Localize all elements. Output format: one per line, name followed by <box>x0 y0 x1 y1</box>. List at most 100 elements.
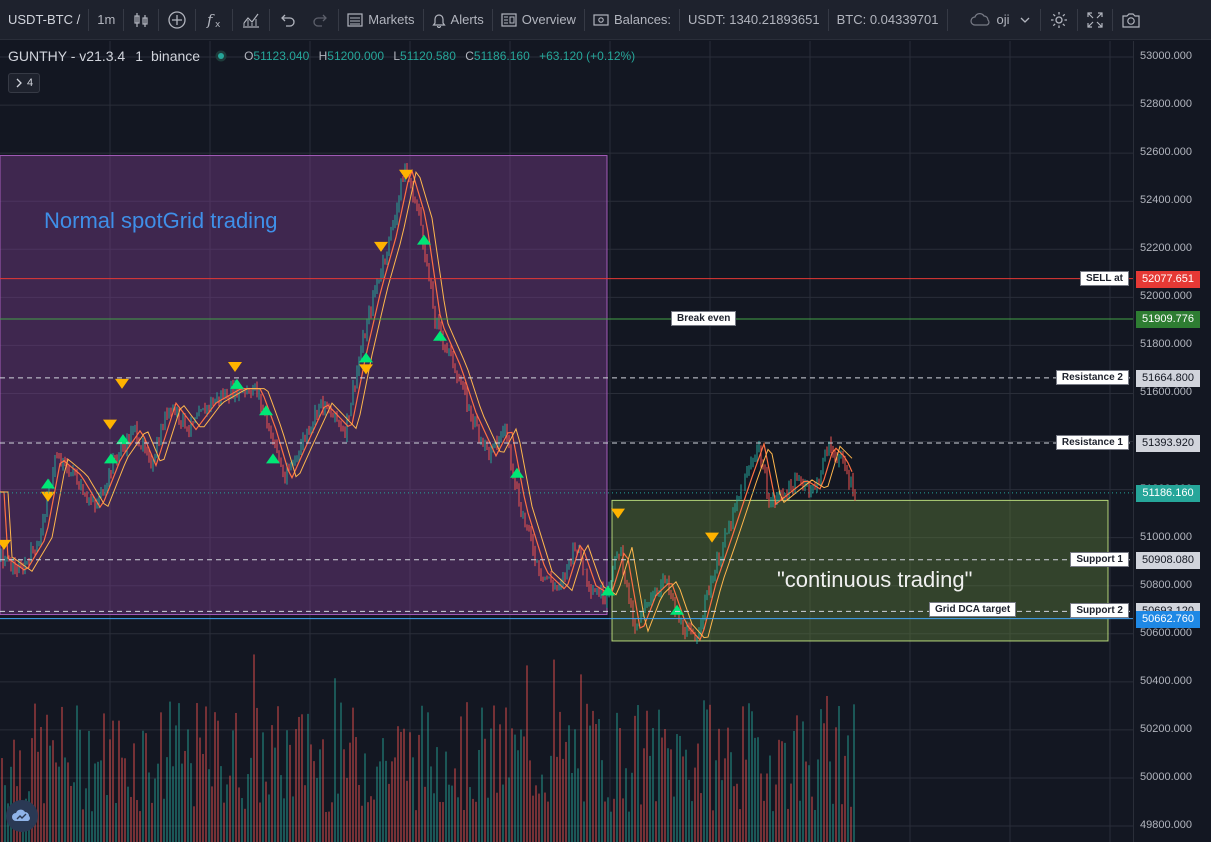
grid-dca-price-badge: 50662.760 <box>1136 610 1200 628</box>
volume-bar <box>127 786 129 842</box>
resistance-1-price-badge: 51393.920 <box>1136 434 1200 452</box>
price-chart[interactable] <box>0 41 1133 842</box>
sell-marker <box>228 362 242 373</box>
volume-bar <box>214 712 216 842</box>
volume-bar <box>745 759 747 842</box>
indicators-collapse-button[interactable]: 4 <box>8 73 41 93</box>
volume-bar <box>109 739 111 842</box>
volume-bar <box>190 763 192 842</box>
redo-icon <box>313 14 328 27</box>
compare-button[interactable] <box>159 0 195 40</box>
volume-bar <box>778 739 780 842</box>
volume-bar <box>682 756 684 842</box>
chevron-down-icon <box>1020 17 1029 23</box>
price-tick-label: 51600.000 <box>1140 386 1192 399</box>
buy-marker <box>359 352 373 363</box>
volume-bar <box>445 751 447 842</box>
volume-bar <box>529 760 531 842</box>
volume-bar <box>367 802 369 842</box>
price-tick-label: 52600.000 <box>1140 146 1192 159</box>
btc-balance-value: BTC: 0.04339701 <box>836 12 939 27</box>
volume-bar <box>313 761 315 842</box>
volume-bar <box>334 678 336 842</box>
volume-bar <box>340 702 342 842</box>
volume-bar <box>232 730 234 842</box>
alerts-button[interactable]: Alerts <box>424 0 492 40</box>
volume-bar <box>511 728 513 842</box>
volume-bar <box>586 703 588 842</box>
balances-button[interactable]: Balances: <box>585 0 679 40</box>
volume-bar <box>841 804 843 842</box>
volume-bar <box>469 787 471 842</box>
volume-bar <box>577 768 579 842</box>
price-tick-label: 50400.000 <box>1140 674 1192 687</box>
price-tick-label: 50800.000 <box>1140 578 1192 591</box>
volume-bar <box>550 755 552 842</box>
fullscreen-button[interactable] <box>1078 0 1112 40</box>
volume-bar <box>664 729 666 842</box>
volume-bar <box>733 786 735 842</box>
toolbar-divider <box>195 8 197 31</box>
volume-bar <box>580 674 582 842</box>
markets-button[interactable]: Markets <box>339 0 422 40</box>
undo-button[interactable] <box>270 0 304 40</box>
volume-bar <box>19 750 21 842</box>
volume-bar <box>610 811 612 842</box>
volume-bar <box>583 801 585 842</box>
toolbar-divider <box>946 8 948 31</box>
usdt-balance-value: USDT: 1340.21893651 <box>688 12 820 27</box>
volume-bar <box>319 749 321 842</box>
volume-bar <box>508 777 510 842</box>
wallet-icon <box>593 13 609 26</box>
volume-bar <box>292 796 294 842</box>
overview-icon <box>501 12 517 27</box>
settings-button[interactable] <box>1041 0 1077 40</box>
user-menu[interactable]: oji <box>948 0 1040 40</box>
volume-bar <box>805 761 807 842</box>
templates-button[interactable] <box>233 0 269 40</box>
redo-button[interactable] <box>304 0 338 40</box>
volume-bar <box>142 730 144 842</box>
visibility-toggle-icon[interactable] <box>214 49 228 63</box>
overview-button[interactable]: Overview <box>493 0 584 40</box>
volume-bar <box>829 761 831 842</box>
volume-bar <box>826 695 828 842</box>
price-axis[interactable]: 53000.000 52800.000 52600.000 52400.000 5220… <box>1133 41 1211 842</box>
interval-selector[interactable]: 1m <box>89 0 123 40</box>
volume-bar <box>754 737 756 842</box>
buy-marker <box>259 405 273 416</box>
volume-bar <box>229 775 231 842</box>
chart-pane[interactable] <box>0 41 1133 842</box>
volume-bar <box>712 810 714 842</box>
volume-bar <box>157 763 159 842</box>
volume-bar <box>598 719 600 842</box>
volume-bar <box>475 801 477 842</box>
screenshot-button[interactable] <box>1113 0 1149 40</box>
volume-bar <box>379 761 381 842</box>
chart-type-button[interactable] <box>124 0 158 40</box>
volume-bar <box>205 706 207 842</box>
volume-bar <box>253 654 255 842</box>
volume-bar <box>115 803 117 842</box>
volume-bar <box>502 784 504 842</box>
volume-bar <box>295 729 297 842</box>
volume-bar <box>64 757 66 842</box>
volume-bar <box>286 730 288 842</box>
volume-bar <box>652 728 654 842</box>
volume-bar <box>571 772 573 842</box>
volume-bar <box>544 792 546 842</box>
volume-bar <box>46 714 48 842</box>
volume-bar <box>607 797 609 842</box>
volume-bar <box>361 805 363 842</box>
volume-bar <box>442 802 444 842</box>
toolbar-divider <box>422 8 424 31</box>
volume-bar <box>106 795 108 842</box>
app-logo-button[interactable] <box>6 800 38 832</box>
volume-bar <box>307 713 309 842</box>
ohlc-values: O51123.040 H51200.000 L51120.580 C51186.… <box>244 49 635 63</box>
volume-bar <box>724 758 726 842</box>
symbol-selector[interactable]: USDT-BTC / <box>0 0 88 40</box>
volume-bar <box>556 756 558 842</box>
volume-bar <box>616 712 618 842</box>
